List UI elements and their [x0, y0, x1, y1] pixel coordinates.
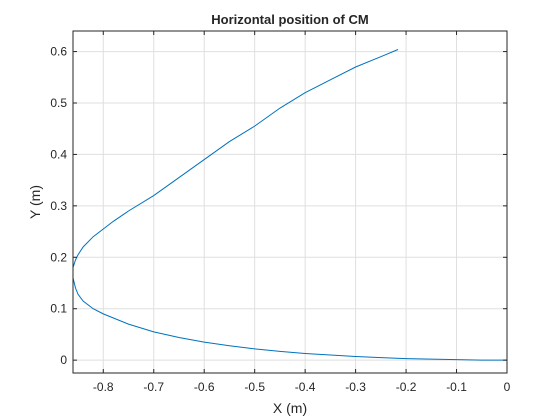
- x-axis-label: X (m): [273, 400, 307, 416]
- y-tick-label: 0.6: [50, 45, 67, 59]
- x-tick-label: -0.4: [295, 380, 316, 394]
- axes-background: [73, 31, 507, 373]
- y-tick-label: 0.2: [50, 250, 67, 264]
- x-tick-label: -0.5: [244, 380, 265, 394]
- y-tick-label: 0.5: [50, 96, 67, 110]
- x-tick-label: -0.2: [396, 380, 417, 394]
- y-tick-label: 0.3: [50, 199, 67, 213]
- x-tick-label: 0: [504, 380, 511, 394]
- chart-title: Horizontal position of CM: [211, 12, 368, 27]
- x-tick-label: -0.6: [194, 380, 215, 394]
- y-tick-label: 0.4: [50, 147, 67, 161]
- x-tick-label: -0.3: [345, 380, 366, 394]
- axes-box: [72, 30, 508, 374]
- grid: [73, 31, 508, 373]
- y-tick-label: 0.1: [50, 302, 67, 316]
- x-tick-label: -0.7: [143, 380, 164, 394]
- x-tick-label: -0.1: [446, 380, 467, 394]
- ticks: -0.8 -0.7 -0.6 -0.5 -0.4 -0.3 -0.2 -0.1 0 0 0.1 0.2…: [50, 31, 511, 394]
- y-tick-label: 0: [60, 353, 67, 367]
- x-tick-label: -0.8: [93, 380, 114, 394]
- y-axis-label: Y (m): [27, 185, 43, 219]
- series-line: [72, 49, 507, 361]
